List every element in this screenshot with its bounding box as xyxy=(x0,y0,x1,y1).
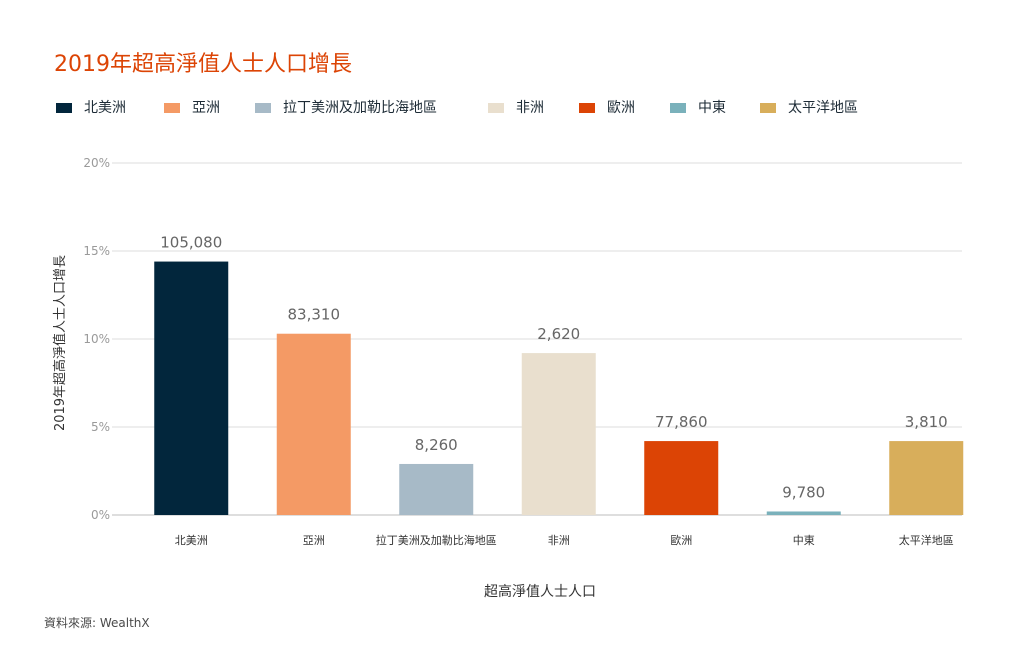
x-category-label: 太平洋地區 xyxy=(899,533,954,547)
bar xyxy=(154,261,229,515)
x-category-label: 歐洲 xyxy=(670,533,692,547)
legend-swatch-latin-america xyxy=(255,103,271,113)
legend-label-latin-america: 拉丁美洲及加勒比海地區 xyxy=(283,100,437,116)
legend: 北美洲 亞洲 拉丁美洲及加勒比海地區 非洲 歐洲 中東 太平洋地區 xyxy=(56,97,996,119)
legend-label-europe: 歐洲 xyxy=(607,100,635,116)
bar xyxy=(521,353,596,515)
y-tick-label: 20% xyxy=(83,156,110,170)
x-category-label: 北美洲 xyxy=(175,534,208,547)
x-category-label: 非洲 xyxy=(548,534,570,547)
legend-swatch-africa xyxy=(488,103,504,113)
bar-value-label: 83,310 xyxy=(288,306,341,324)
legend-label-asia: 亞洲 xyxy=(192,100,220,116)
y-tick-label: 15% xyxy=(83,244,110,258)
legend-label-africa: 非洲 xyxy=(516,100,544,116)
source-note: 資料來源: WealthX xyxy=(44,616,150,630)
legend-swatch-north-america xyxy=(56,103,72,113)
x-category-label: 亞洲 xyxy=(303,534,325,547)
chart-title: 2019年超高淨值人士人口增長 xyxy=(54,52,352,77)
x-category-label: 拉丁美洲及加勒比海地區 xyxy=(376,533,497,547)
category-labels: 北美洲 亞洲 拉丁美洲及加勒比海地區 非洲 歐洲 中東 太平洋地區 xyxy=(175,533,954,547)
y-tick-label: 5% xyxy=(91,420,110,434)
bar xyxy=(399,463,474,515)
legend-label-north-america: 北美洲 xyxy=(84,100,126,116)
legend-swatch-middle-east xyxy=(670,103,686,113)
y-axis-title: 2019年超高淨值人士人口增長 xyxy=(52,255,68,431)
y-tick-label: 10% xyxy=(83,332,110,346)
legend-swatch-europe xyxy=(579,103,595,113)
bars xyxy=(154,261,964,515)
data-labels: 105,080 83,310 8,260 2,620 77,860 9,780 3,810 xyxy=(160,234,947,502)
bar xyxy=(644,441,719,515)
bar xyxy=(766,511,841,515)
bar-value-label: 8,260 xyxy=(415,436,458,454)
legend-swatch-pacific xyxy=(760,103,776,113)
y-axis-ticks: 0% 5% 10% 15% 20% xyxy=(83,156,110,522)
legend-label-pacific: 太平洋地區 xyxy=(788,100,858,116)
legend-swatch-asia xyxy=(164,103,180,113)
bar-value-label: 77,860 xyxy=(655,413,708,431)
y-tick-label: 0% xyxy=(91,508,110,522)
bar xyxy=(276,333,351,515)
x-category-label: 中東 xyxy=(793,534,815,547)
bar-value-label: 2,620 xyxy=(537,325,580,343)
bar xyxy=(889,441,964,515)
legend-label-middle-east: 中東 xyxy=(698,100,726,116)
bar-value-label: 9,780 xyxy=(782,483,825,501)
bar-value-label: 105,080 xyxy=(160,234,222,252)
x-axis-title: 超高淨值人士人口 xyxy=(484,583,596,600)
bar-value-label: 3,810 xyxy=(905,413,948,431)
